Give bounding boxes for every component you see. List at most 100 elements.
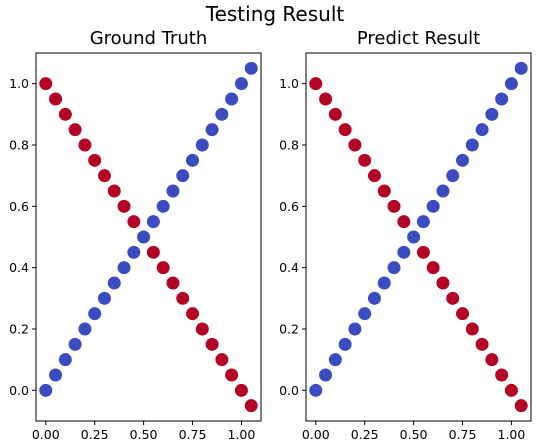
predict-result-point [367,169,381,183]
ground-truth-point [234,77,248,91]
ground-truth-point [234,383,248,397]
ground-truth-point [78,322,92,336]
ground-truth-point [39,77,53,91]
predict-result-point [514,399,528,413]
predict-result-point [348,322,362,336]
ground-truth-point [244,399,258,413]
predict-result-point [465,138,479,152]
predict-result-point [407,230,421,244]
figure-suptitle: Testing Result [205,2,345,26]
ground-truth-y-tick-label: 0.6 [9,199,29,214]
ground-truth-title: Ground Truth [90,28,208,49]
ground-truth-point [195,322,209,336]
ground-truth-point [117,199,131,213]
predict-result-point [328,353,342,367]
predict-result-point [475,123,489,137]
predict-result-point [367,291,381,305]
ground-truth-point [107,184,121,198]
predict-result-x-tick-label: 1.00 [498,427,526,442]
ground-truth-point [58,353,72,367]
predict-result-point [358,307,372,321]
ground-truth-point [186,153,200,167]
predict-result-point [485,107,499,121]
predict-result-point [358,153,372,167]
predict-result-point [485,353,499,367]
ground-truth-y-tick-label: 1.0 [9,76,29,91]
ground-truth-point [166,276,180,290]
predict-result-point [338,337,352,351]
predict-result-point [348,138,362,152]
ground-truth-point [137,230,151,244]
predict-result-point [426,261,440,275]
ground-truth-point [127,215,141,229]
ground-truth-point [176,169,190,183]
predict-result-point [397,245,411,259]
ground-truth-y-tick-label: 0.4 [9,260,29,275]
predict-result-point [446,169,460,183]
ground-truth-point [176,291,190,305]
predict-result-y-tick-label: 1.0 [279,76,299,91]
predict-result-point [319,368,333,382]
predict-result-y-tick-label: 0.0 [279,383,299,398]
predict-result-y-tick-label: 0.2 [279,322,299,337]
ground-truth-point [186,307,200,321]
predict-result-point [397,215,411,229]
ground-truth-x-tick-label: 0.75 [179,427,207,442]
ground-truth-point [49,368,63,382]
predict-result-point [319,92,333,106]
ground-truth-point [225,92,239,106]
predict-result-point [456,307,470,321]
ground-truth-series-0 [39,61,258,397]
ground-truth-point [88,153,102,167]
ground-truth-x-tick-label: 0.50 [130,427,158,442]
predict-result-point [416,215,430,229]
predict-result-point [377,184,391,198]
ground-truth-point [195,138,209,152]
ground-truth-point [68,337,82,351]
ground-truth-point [127,245,141,259]
ground-truth-point [58,107,72,121]
predict-result-point [436,276,450,290]
ground-truth-chart: Ground Truth 0.00 0.25 0.50 0.75 1.00 0.0 0.2 0.… [9,28,262,442]
ground-truth-point [205,123,219,137]
predict-result-point [446,291,460,305]
ground-truth-point [78,138,92,152]
predict-result-series-1 [309,77,528,413]
ground-truth-point [156,199,170,213]
predict-result-point [309,383,323,397]
ground-truth-point [146,245,160,259]
predict-result-point [328,107,342,121]
ground-truth-point [146,215,160,229]
ground-truth-point [97,291,111,305]
predict-result-point [377,276,391,290]
ground-truth-point [117,261,131,275]
subplots: Ground Truth 0.00 0.25 0.50 0.75 1.00 0.0 0.2 0.… [9,28,532,442]
ground-truth-x-tick-label: 1.00 [228,427,256,442]
ground-truth-y-tick-label: 0.0 [9,383,29,398]
ground-truth-point [49,92,63,106]
predict-result-chart: Predict Result 0.00 0.25 0.50 0.75 1.00 0.0 0.2… [279,28,532,442]
predict-result-point [495,92,509,106]
ground-truth-point [107,276,121,290]
ground-truth-x-tick-label: 0.00 [32,427,60,442]
ground-truth-point [68,123,82,137]
ground-truth-point [39,383,53,397]
ground-truth-point [166,184,180,198]
ground-truth-axes-frame [35,52,262,422]
predict-result-x-tick-label: 0.25 [351,427,379,442]
predict-result-point [387,261,401,275]
predict-result-point [514,61,528,75]
predict-result-point [338,123,352,137]
ground-truth-point [244,61,258,75]
predict-result-y-tick-label: 0.4 [279,260,299,275]
predict-result-point [465,322,479,336]
predict-result-point [426,199,440,213]
predict-result-y-tick-label: 0.6 [279,199,299,214]
ground-truth-point [156,261,170,275]
ground-truth-point [215,107,229,121]
predict-result-point [436,184,450,198]
ground-truth-x-tick-label: 0.25 [81,427,109,442]
ground-truth-y-tick-label: 0.8 [9,138,29,153]
predict-result-axes-frame [305,52,532,422]
